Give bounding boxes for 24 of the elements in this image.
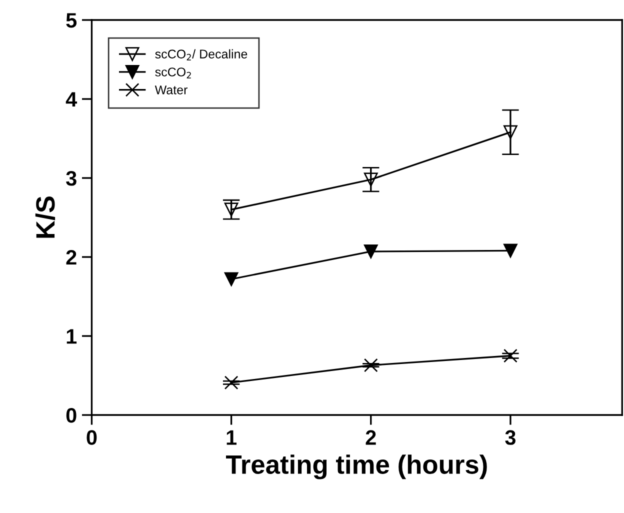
point [364,172,378,187]
y-tick-label: 4 [66,92,78,107]
point [364,244,378,258]
y-tick-label: 0 [66,408,76,423]
y-tick-label: 2 [66,250,76,265]
y-tick-label: 1 [66,329,77,344]
point [504,348,518,363]
y-tick-label: 5 [66,13,77,28]
legend-label: Water [154,86,188,94]
y-axis-title: K/S [35,196,56,238]
point [224,272,238,286]
x-tick-label: 3 [505,430,516,445]
y-tick-label: 3 [66,171,76,186]
point [504,125,518,140]
x-tick-label: 2 [366,430,376,445]
point [224,202,238,217]
legend-label: scCO$_{2}$/ Decaline [155,49,248,60]
point [504,244,518,258]
point [364,358,378,372]
point [224,376,238,390]
x-tick-label: 0 [86,430,97,445]
legend-label: scCO$_{2}$ [155,68,191,78]
x-tick-label: 1 [226,430,237,445]
x-axis-title: Treating time (hours) [226,454,487,480]
